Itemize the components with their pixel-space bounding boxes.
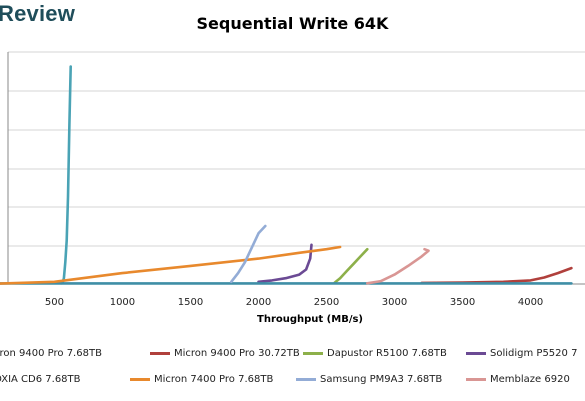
grid-lines <box>8 51 585 247</box>
x-tick-4000: 4000 <box>518 297 543 308</box>
legend-item-2: Dapustor R5100 7.68TB <box>303 348 447 359</box>
legend-swatch <box>303 352 323 355</box>
legend-label: Memblaze 6920 <box>490 374 570 385</box>
legend-label: Dapustor R5100 7.68TB <box>327 348 447 359</box>
legend-label: Solidigm P5520 7 <box>490 348 578 359</box>
legend-swatch <box>466 378 486 381</box>
legend-item-7: Memblaze 6920 <box>466 374 570 385</box>
x-tick-labels: 500 1000 1500 2000 2500 3000 3500 4000 <box>45 297 543 308</box>
brand-logo-text: Review <box>0 1 76 26</box>
legend: cron 9400 Pro 7.68TB Micron 9400 Pro 30.7… <box>0 343 585 393</box>
series-line-0 <box>59 65 72 285</box>
legend-swatch <box>150 352 170 355</box>
x-tick-500: 500 <box>45 297 64 308</box>
legend-item-0: cron 9400 Pro 7.68TB <box>0 348 102 359</box>
series-lines <box>0 65 573 285</box>
x-tick-3500: 3500 <box>450 297 475 308</box>
x-tick-2000: 2000 <box>246 297 271 308</box>
x-tick-1500: 1500 <box>178 297 203 308</box>
x-tick-1000: 1000 <box>110 297 135 308</box>
legend-swatch <box>466 352 486 355</box>
series-line-5 <box>0 245 342 285</box>
x-tick-2500: 2500 <box>314 297 339 308</box>
legend-item-3: Solidigm P5520 7 <box>466 348 577 359</box>
series-line-7 <box>365 247 430 285</box>
x-axis-label: Throughput (MB/s) <box>257 314 363 325</box>
legend-item-4: OXIA CD6 7.68TB <box>0 374 81 385</box>
x-tick-3000: 3000 <box>382 297 407 308</box>
legend-item-6: Samsung PM9A3 7.68TB <box>296 374 442 385</box>
axes <box>7 52 585 285</box>
legend-swatch <box>130 378 150 381</box>
legend-label: Samsung PM9A3 7.68TB <box>320 374 443 385</box>
series-line-3 <box>257 243 313 284</box>
legend-label: Micron 7400 Pro 7.68TB <box>154 374 274 385</box>
legend-label: OXIA CD6 7.68TB <box>0 374 81 385</box>
legend-label: Micron 9400 Pro 30.72TB <box>174 348 300 359</box>
legend-swatch <box>296 378 316 381</box>
legend-item-5: Micron 7400 Pro 7.68TB <box>130 374 273 385</box>
series-line-2 <box>333 247 369 284</box>
legend-item-1: Micron 9400 Pro 30.72TB <box>150 348 300 359</box>
series-line-6 <box>230 224 267 284</box>
chart-title: Sequential Write 64K <box>196 14 389 33</box>
legend-label: cron 9400 Pro 7.68TB <box>0 348 102 359</box>
series-line-1 <box>420 266 573 285</box>
